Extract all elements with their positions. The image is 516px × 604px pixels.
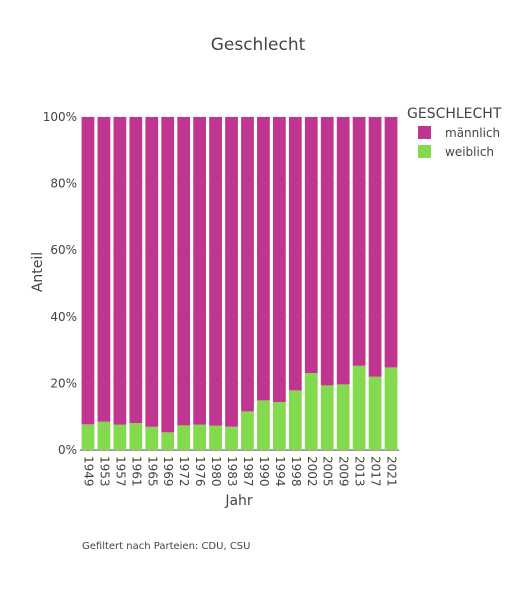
bars: [81, 117, 398, 450]
bar-weiblich-2017[interactable]: [368, 376, 382, 450]
bar-männlich-2002[interactable]: [304, 117, 318, 374]
bar-männlich-1983[interactable]: [225, 117, 238, 427]
bar-männlich-1980[interactable]: [209, 117, 222, 426]
x-tick-label: 1972: [177, 456, 191, 487]
bar-weiblich-1969[interactable]: [161, 432, 175, 450]
x-axis: 1949 1953 1957 1961 1965 1969 1972 1976 1980 1983…: [81, 456, 398, 487]
bar-weiblich-1983[interactable]: [225, 426, 238, 450]
y-tick-label: 40%: [50, 310, 77, 324]
legend-swatch-männlich[interactable]: [418, 126, 431, 139]
x-tick-label: 1961: [129, 456, 143, 487]
bar-männlich-2005[interactable]: [320, 117, 334, 386]
legend-title: GESCHLECHT: [407, 106, 502, 122]
y-tick-label: 100%: [43, 110, 77, 124]
bar-weiblich-2005[interactable]: [320, 385, 334, 450]
x-tick-label: 1987: [241, 456, 255, 487]
bar-männlich-1949[interactable]: [81, 117, 95, 425]
bar-weiblich-1980[interactable]: [209, 425, 222, 450]
x-tick-label: 2017: [369, 456, 383, 487]
chart-title: Geschlecht: [211, 35, 306, 55]
bar-männlich-1976[interactable]: [193, 117, 207, 425]
bar-männlich-1961[interactable]: [129, 117, 143, 424]
x-tick-label: 1983: [225, 456, 239, 487]
bar-weiblich-1976[interactable]: [193, 424, 207, 450]
x-tick-label: 1969: [161, 456, 175, 487]
y-tick-label: 60%: [50, 243, 77, 257]
x-tick-label: 2021: [385, 456, 399, 487]
bar-männlich-1969[interactable]: [161, 117, 175, 433]
bar-weiblich-1965[interactable]: [145, 426, 159, 450]
x-tick-label: 2005: [321, 456, 335, 487]
bar-männlich-2009[interactable]: [336, 117, 350, 385]
x-tick-label: 1957: [113, 456, 127, 487]
bar-weiblich-2021[interactable]: [384, 367, 398, 450]
y-tick-label: 0%: [58, 443, 77, 457]
legend: GESCHLECHT männlich weiblich: [407, 106, 502, 159]
legend-label-männlich[interactable]: männlich: [445, 126, 500, 140]
y-tick-label: 80%: [50, 177, 77, 191]
bar-weiblich-2002[interactable]: [304, 373, 318, 450]
legend-swatch-weiblich[interactable]: [418, 145, 431, 158]
bar-weiblich-1949[interactable]: [81, 424, 95, 450]
filter-footnote: Gefiltert nach Parteien: CDU, CSU: [82, 541, 251, 552]
bar-weiblich-1990[interactable]: [257, 400, 270, 450]
y-axis-label: Anteil: [30, 252, 46, 292]
grid-lines: [80, 116, 399, 451]
x-tick-label: 1980: [209, 456, 223, 487]
x-tick-label: 2002: [305, 456, 319, 487]
x-tick-label: 1994: [273, 456, 287, 487]
bar-weiblich-1957[interactable]: [113, 424, 127, 450]
bar-männlich-2021[interactable]: [384, 117, 398, 368]
bar-weiblich-2013[interactable]: [352, 365, 366, 450]
y-axis: 0% 20% 40% 60% 80% 100%: [43, 110, 77, 457]
bar-männlich-1990[interactable]: [257, 117, 270, 401]
bar-männlich-1965[interactable]: [145, 117, 159, 427]
bar-weiblich-1998[interactable]: [288, 390, 302, 450]
y-tick-label: 20%: [50, 376, 77, 390]
x-tick-label: 1949: [81, 456, 95, 487]
bar-männlich-1994[interactable]: [272, 117, 286, 403]
legend-label-weiblich[interactable]: weiblich: [445, 145, 494, 159]
bar-weiblich-1953[interactable]: [97, 421, 111, 450]
bar-weiblich-1987[interactable]: [241, 411, 254, 450]
x-tick-label: 1976: [193, 456, 207, 487]
bar-männlich-1972[interactable]: [177, 117, 191, 426]
x-tick-label: 1953: [97, 456, 111, 487]
x-tick-label: 1998: [289, 456, 303, 487]
bar-männlich-1998[interactable]: [288, 117, 302, 391]
x-tick-label: 2009: [337, 456, 351, 487]
bar-männlich-2017[interactable]: [368, 117, 382, 377]
x-tick-label: 1990: [257, 456, 271, 487]
bar-weiblich-1961[interactable]: [129, 423, 143, 450]
bar-männlich-1953[interactable]: [97, 117, 111, 422]
x-axis-label: Jahr: [224, 493, 253, 509]
bar-weiblich-1994[interactable]: [272, 402, 286, 450]
bar-männlich-2013[interactable]: [352, 117, 366, 366]
bar-weiblich-1972[interactable]: [177, 425, 191, 450]
bar-männlich-1957[interactable]: [113, 117, 127, 425]
bar-männlich-1987[interactable]: [241, 117, 254, 412]
bar-weiblich-2009[interactable]: [336, 384, 350, 450]
x-tick-label: 2013: [353, 456, 367, 487]
x-tick-label: 1965: [145, 456, 159, 487]
